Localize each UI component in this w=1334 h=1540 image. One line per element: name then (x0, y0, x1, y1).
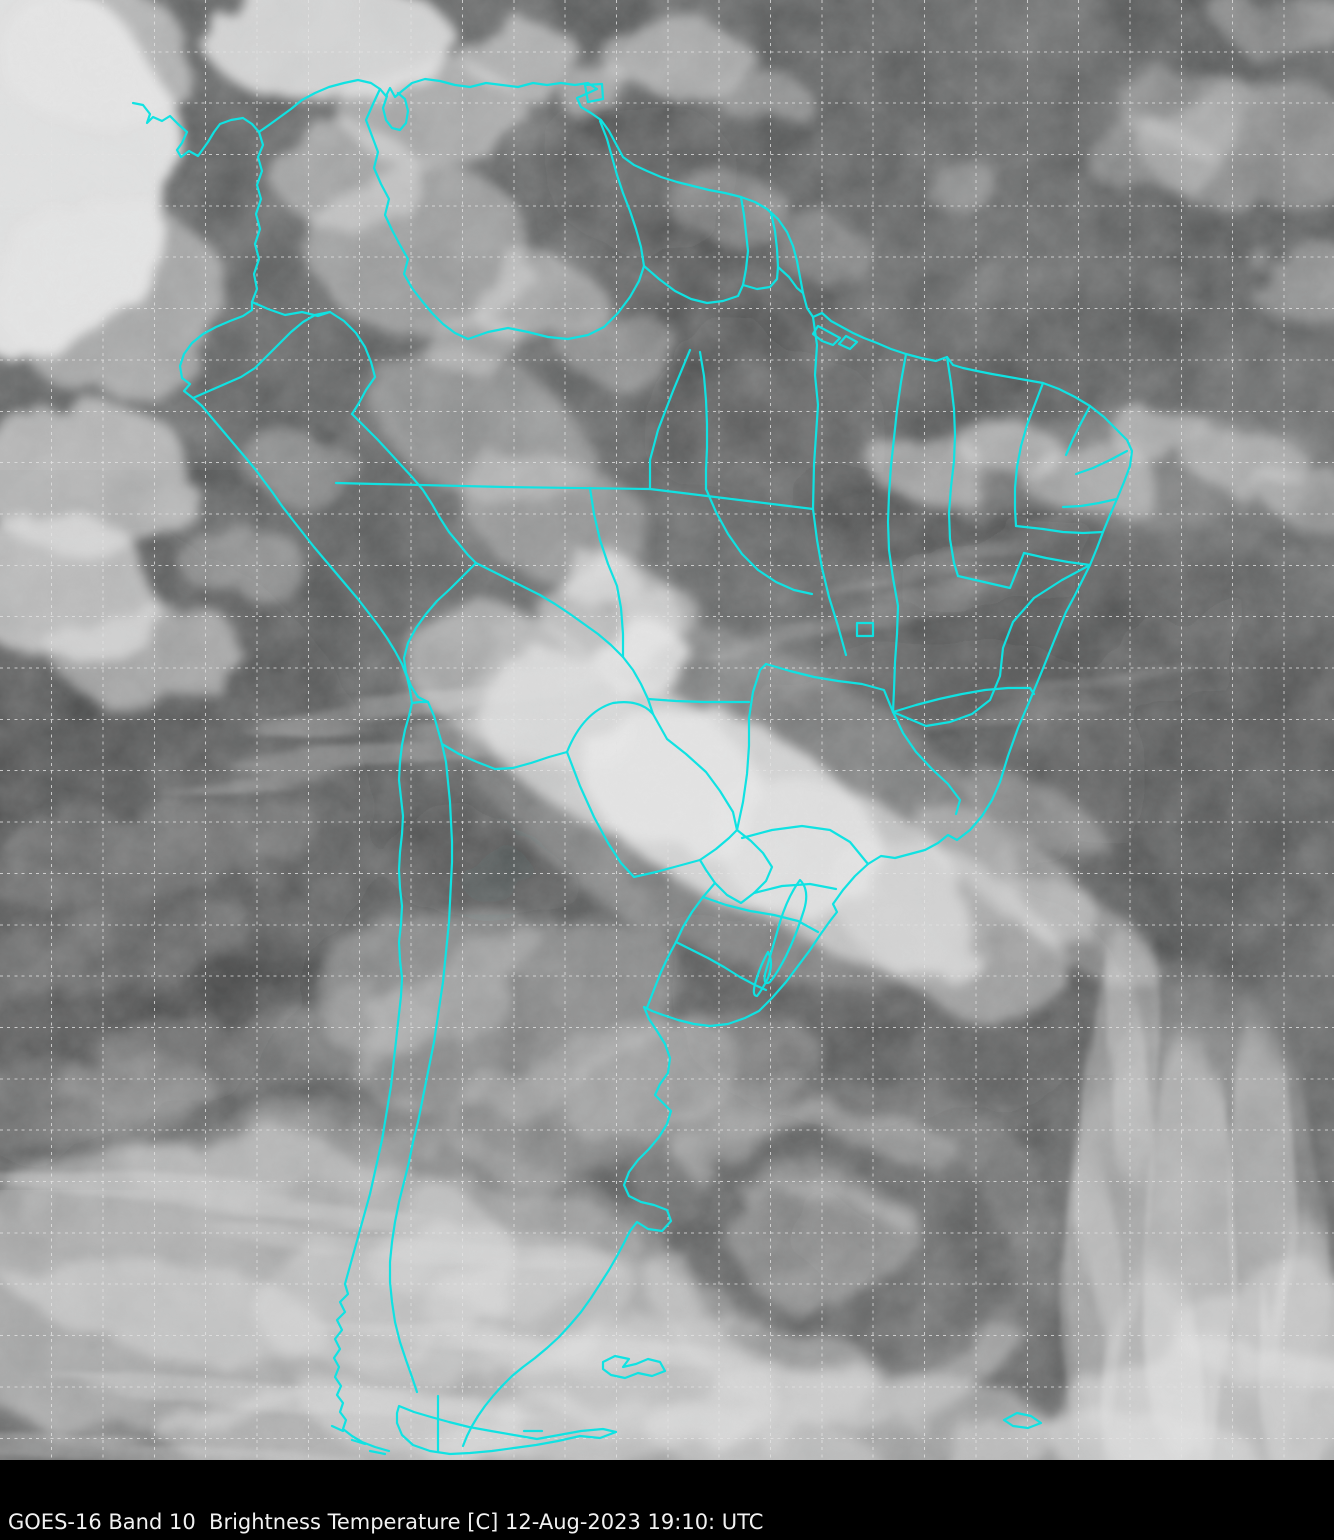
lagoon-dos-patos (763, 878, 808, 985)
latlon-grid (0, 0, 1334, 1460)
border-bolivia-chile (426, 700, 444, 746)
state-line-paraiba-pernambuco (1061, 497, 1119, 509)
state-line-xingu (698, 350, 709, 491)
noise-texture-coarse (0, 0, 1334, 1460)
state-line-minas-sp-rio (891, 710, 962, 816)
border-bolivia-argentina (440, 742, 497, 771)
state-line-pernambuco (1014, 524, 1105, 535)
border-paraguay (565, 701, 739, 879)
state-line-mt-ms (646, 697, 751, 704)
border-guyana-brazil (642, 264, 745, 305)
amazon-delta-islands (811, 324, 859, 351)
state-line-sao-francisco (891, 563, 1092, 728)
state-line-sp-parana (740, 824, 870, 866)
coastline-pacific (178, 130, 414, 1453)
border-french-guiana-brazil (776, 265, 805, 295)
caption-text: GOES-16 Band 10 Brightness Temperature [… (8, 1510, 764, 1534)
state-line-bahia-north (956, 551, 1026, 590)
coastline-caribbean-atlantic (131, 77, 1134, 1448)
border-argentina-brazil-uruguay-river (674, 881, 717, 944)
state-line-ceara-rn (1064, 404, 1092, 457)
state-line-goias-bahia (891, 604, 900, 714)
border-peru-bolivia (402, 561, 478, 704)
state-line-minas-west (764, 662, 895, 714)
lagoon-mirim (752, 950, 773, 998)
falkland-islands (601, 1354, 667, 1380)
border-suriname-french-guiana (769, 211, 780, 269)
caption-bar: GOES-16 Band 10 Brightness Temperature [… (0, 1460, 1334, 1540)
border-peru-brazil (350, 412, 478, 565)
state-line-piaui-ceara (1013, 381, 1045, 528)
state-line-rondonia (588, 486, 625, 659)
satellite-canvas (0, 0, 1334, 1460)
border-uruguay-argentina (645, 940, 678, 1010)
island-trinidad (583, 82, 605, 104)
state-line-sc-rs (701, 895, 820, 934)
border-paraguay-argentina-pilcomayo (493, 750, 569, 771)
reservoir-box (855, 621, 875, 638)
border-venezuela-guyana (598, 119, 646, 268)
state-line-roraima-diagonal (648, 348, 692, 491)
border-colombia-brazil (328, 310, 377, 416)
border-chile-argentina (388, 742, 454, 1394)
state-line-tocantins-araguaia (886, 352, 908, 608)
lake-maracaibo (381, 91, 410, 132)
border-guyana-suriname (739, 195, 750, 287)
state-line-bahia-minas (891, 686, 1036, 714)
tierra-del-fuego (395, 1404, 618, 1456)
border-suriname-brazil (741, 265, 780, 291)
border-peru-chile (410, 700, 430, 705)
border-ecuador-peru (191, 310, 332, 400)
south-georgia-island (1002, 1411, 1043, 1430)
fuegian-islets (330, 1424, 387, 1456)
border-colombia-venezuela (364, 87, 470, 341)
political-boundaries (131, 77, 1134, 1456)
state-line-amazonas-east-west (334, 481, 815, 511)
state-line-ms-parana-river (735, 662, 768, 832)
state-line-rn-paraiba (1074, 449, 1129, 476)
border-ecuador-colombia (250, 300, 332, 318)
border-bolivia-brazil (474, 561, 655, 716)
state-line-parana-sc (752, 882, 838, 895)
state-line-maranhao-piaui (945, 355, 960, 578)
state-line-para-north-south (811, 315, 848, 657)
border-venezuela-brazil (466, 264, 646, 341)
state-line-alagoas-sergipe (1022, 551, 1092, 567)
state-line-mt-north (704, 487, 814, 596)
